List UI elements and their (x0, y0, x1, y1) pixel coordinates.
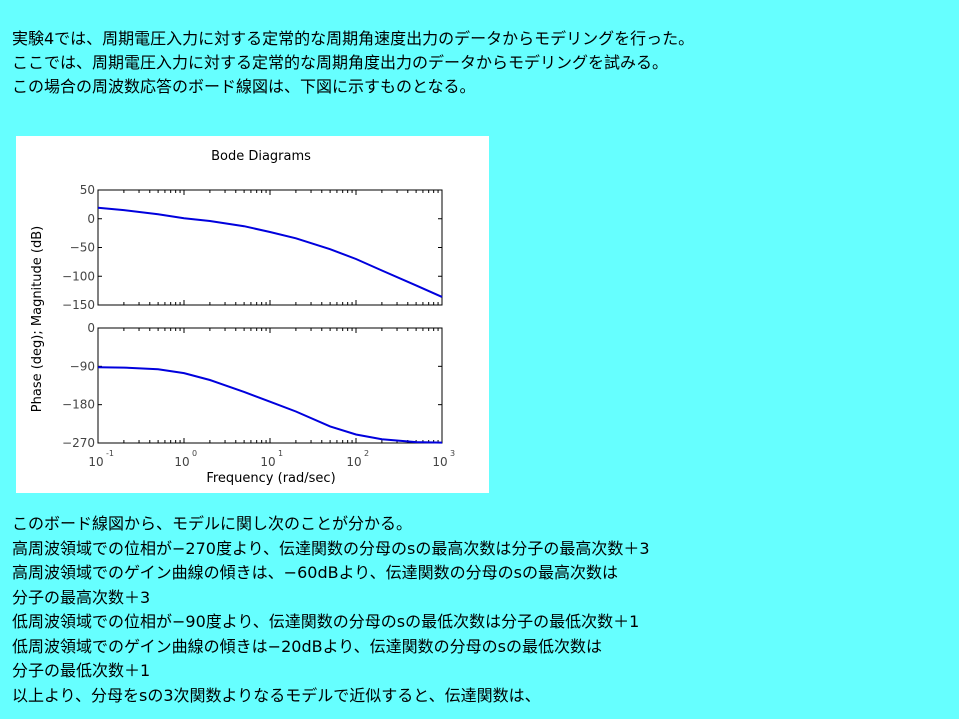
y-axis-label: Phase (deg); Magnitude (dB) (30, 226, 45, 412)
phase-axes (97, 327, 443, 444)
x-tick-label: 10 (346, 455, 361, 469)
magnitude-ticks: 50 0 −50 −100 −150 (62, 183, 442, 312)
x-tick-label: 10 (174, 455, 189, 469)
note-line-7: 分子の最低次数＋1 (12, 661, 151, 680)
magnitude-y-tick-label: −150 (62, 298, 95, 312)
x-tick-label: 10 (260, 455, 275, 469)
intro-text: 実験4では、周期電圧入力に対する定常的な周期角速度出力のデータからモデリングを行… (12, 27, 694, 99)
magnitude-y-tick-label: −100 (62, 269, 95, 283)
x-axis-label: Frequency (rad/sec) (206, 471, 335, 486)
phase-y-tick-label: 0 (87, 321, 95, 335)
note-line-5: 低周波領域での位相が−90度より、伝達関数の分母のsの最低次数は分子の最低次数＋… (12, 612, 640, 631)
x-tick-exponent: 2 (364, 449, 369, 458)
note-line-6: 低周波領域でのゲイン曲線の傾きは−20dBより、伝達関数の分母のsの最低次数は (12, 636, 602, 656)
x-tick-exponent: -1 (106, 449, 114, 458)
bode-figure: Bode Diagrams Phase (deg); Magnitude (dB… (16, 136, 489, 493)
x-tick-exponent: 0 (192, 449, 197, 458)
magnitude-y-tick-label: 0 (87, 212, 95, 226)
x-tick-label: 10 (432, 455, 447, 469)
magnitude-line (97, 206, 443, 298)
note-line-4: 分子の最高次数＋3 (12, 587, 151, 607)
note-line-1: このボード線図から、モデルに関し次のことが分かる。 (12, 514, 413, 533)
chart-title: Bode Diagrams (211, 149, 311, 164)
intro-line-2: ここでは、周期電圧入力に対する定常的な周期角度出力のデータからモデリングを試みる… (12, 53, 669, 72)
bode-chart: Bode Diagrams Phase (deg); Magnitude (dB… (30, 149, 455, 486)
phase-y-tick-label: −270 (62, 436, 95, 450)
intro-line-1: 実験4では、周期電圧入力に対する定常的な周期角速度出力のデータからモデリングを行… (12, 29, 695, 48)
x-tick-exponent: 1 (278, 449, 283, 458)
note-line-3: 高周波領域でのゲイン曲線の傾きは、−60dBより、伝達関数の分母のsの最高次数は (12, 563, 618, 582)
magnitude-y-tick-label: 50 (80, 183, 95, 197)
magnitude-y-tick-label: −50 (70, 241, 95, 255)
x-tick-exponent: 3 (450, 449, 455, 458)
phase-ticks: 0 −90 −180 −270 (62, 321, 442, 450)
phase-line (97, 366, 443, 444)
intro-line-3: この場合の周波数応答のボード線図は、下図に示すものとなる。 (12, 77, 476, 96)
notes-text: このボード線図から、モデルに関し次のことが分かる。 高周波領域での位相が−270… (12, 512, 650, 708)
note-line-2: 高周波領域での位相が−270度より、伝達関数の分母のsの最高次数は分子の最高次数… (12, 538, 650, 558)
x-tick-label: 10 (88, 455, 103, 469)
note-line-8: 以上より、分母をsの3次関数よりなるモデルで近似すると、伝達関数は、 (12, 685, 541, 705)
magnitude-axes (97, 189, 443, 306)
phase-y-tick-label: −90 (70, 359, 95, 373)
phase-y-tick-label: −180 (62, 398, 95, 412)
